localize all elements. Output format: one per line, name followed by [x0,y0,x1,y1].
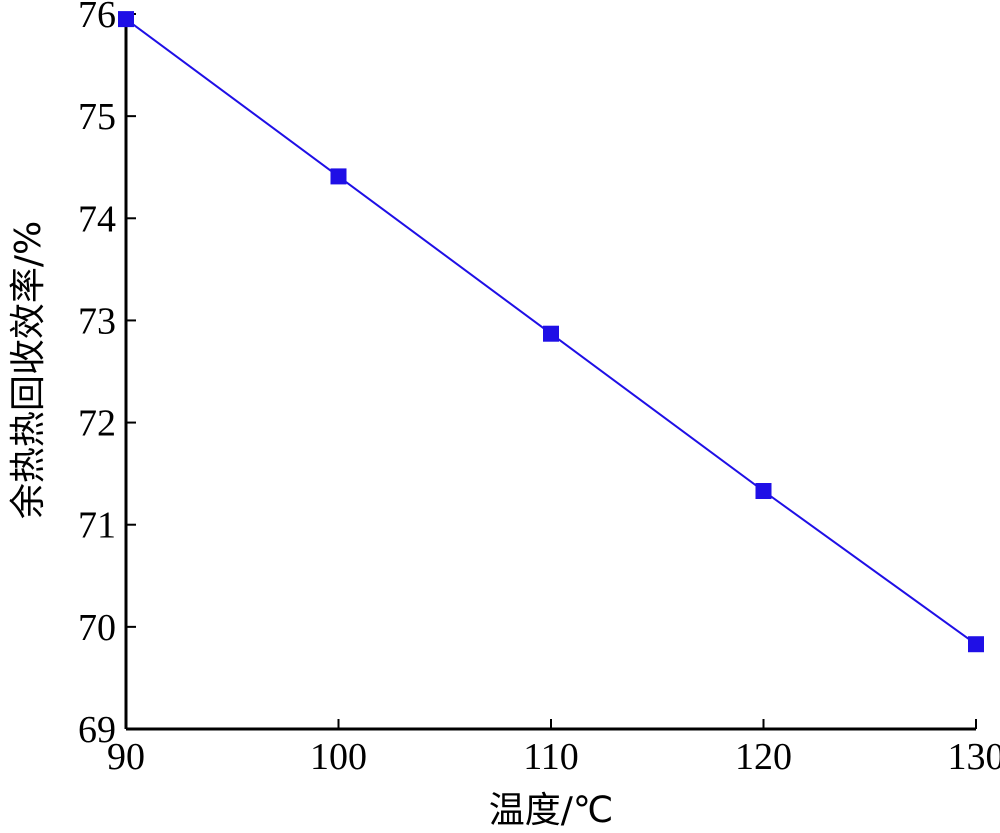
x-tick-label: 130 [948,736,1000,778]
y-tick-label: 75 [78,96,116,138]
series-group [118,11,984,653]
y-axis-title: 余热热回收效率/% [8,221,49,519]
data-point [755,483,772,500]
data-point [543,325,559,342]
x-ticks: 90 100 110 120 130 [107,719,1000,778]
axes [124,14,976,731]
y-tick-label: 70 [78,607,116,649]
y-tick-label: 73 [78,300,116,342]
data-point [118,11,134,28]
y-tick-label: 69 [78,709,116,751]
data-point [330,168,347,185]
y-tick-label: 74 [78,198,116,240]
x-axis-title: 温度/℃ [489,790,614,831]
x-tick-label: 100 [310,736,367,778]
x-tick-label: 90 [107,736,145,778]
x-tick-label: 120 [735,736,792,778]
y-tick-label: 71 [78,505,116,547]
y-tick-label: 72 [78,403,116,445]
y-ticks: 69 70 71 72 73 74 75 76 [78,0,136,751]
data-point [968,636,984,653]
y-tick-label: 76 [78,0,116,36]
x-tick-label: 110 [523,736,579,778]
